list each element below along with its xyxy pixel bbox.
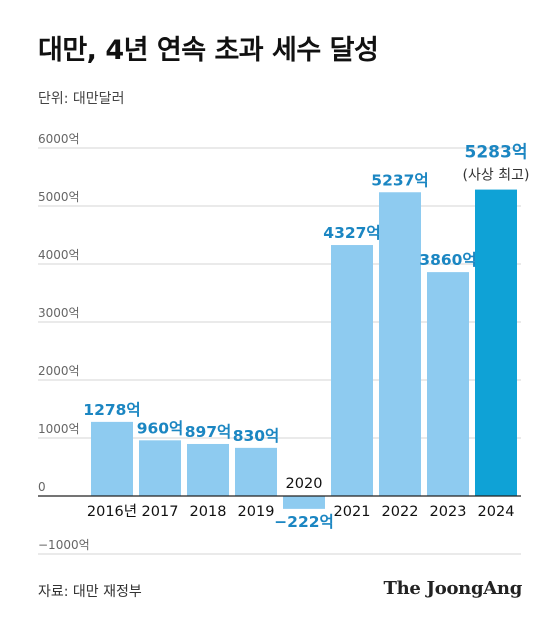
value-label: 5237억 [371, 170, 428, 189]
bar [235, 447, 277, 496]
value-label: 3860억 [419, 250, 476, 269]
y-tick-label: 2000억 [38, 364, 80, 378]
value-label: 830억 [233, 426, 280, 445]
y-tick-label: 1000억 [38, 422, 80, 436]
y-tick-label: 6000억 [38, 132, 80, 146]
x-tick-label: 2022 [382, 504, 419, 520]
value-label: −222억 [274, 512, 334, 531]
x-tick-label: 2017 [142, 504, 179, 520]
source-note: 자료: 대만 재정부 [38, 584, 142, 600]
y-tick-label: 4000억 [38, 248, 80, 262]
x-tick-label: 2024 [478, 504, 515, 520]
y-tick-label: 0 [38, 480, 46, 494]
x-tick-label: 2020 [286, 476, 323, 492]
record-annotation: (사상 최고) [463, 168, 530, 184]
bar [475, 189, 517, 496]
bar [379, 192, 421, 496]
value-label: 4327억 [323, 223, 380, 242]
value-label: 1278억 [83, 400, 140, 419]
value-label: 960억 [137, 418, 184, 437]
value-label: 5283억 [465, 143, 528, 163]
x-tick-label: 2019 [238, 504, 275, 520]
x-tick-label: 2023 [430, 504, 467, 520]
bar [331, 245, 373, 496]
value-label: 897억 [185, 422, 232, 441]
bar [427, 272, 469, 496]
bar [139, 440, 181, 496]
bar [187, 443, 229, 496]
y-tick-label: 5000억 [38, 190, 80, 204]
unit-label: 단위: 대만달러 [38, 91, 125, 107]
publisher-logo: The JoongAng [383, 578, 523, 599]
y-tick-label: −1000억 [38, 538, 90, 552]
chart-title: 대만, 4년 연속 초과 세수 달성 [38, 35, 379, 66]
x-tick-label: 2018 [190, 504, 227, 520]
x-tick-label: 2021 [334, 504, 371, 520]
y-tick-label: 3000억 [38, 306, 80, 320]
bar [91, 421, 133, 496]
x-tick-label: 2016년 [87, 503, 137, 520]
bar [283, 496, 325, 509]
